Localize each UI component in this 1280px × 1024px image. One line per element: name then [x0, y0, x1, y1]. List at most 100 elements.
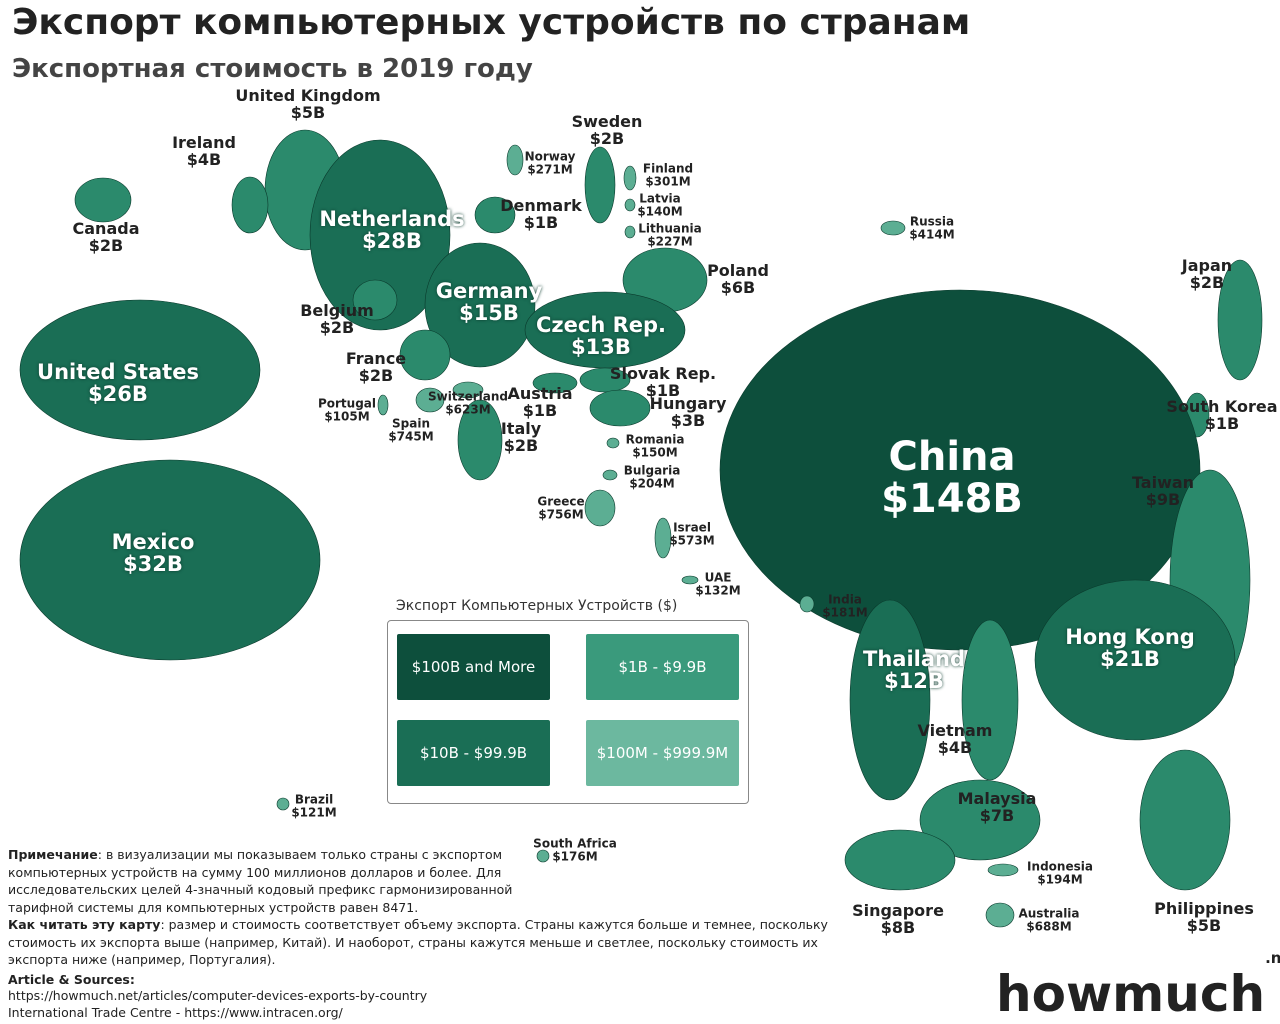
country-label: Russia $414M: [909, 215, 954, 240]
country-shape: [532, 372, 578, 394]
country-label: Switzerland $623M: [428, 390, 508, 415]
country-value: $21B: [1100, 647, 1160, 671]
country-value: $2B: [88, 236, 124, 255]
country-value: $181M: [822, 605, 868, 619]
country-label: Hungary $3B: [649, 394, 727, 430]
country-label: India $181M: [822, 593, 867, 618]
logo-suffix: .net: [1265, 949, 1280, 968]
country-name: Norway: [524, 149, 576, 164]
notes: Примечание: в визуализации мы показываем…: [8, 846, 848, 969]
country-value: $227M: [647, 234, 693, 248]
title: Экспорт компьютерных устройств по страна…: [12, 2, 971, 43]
country-shape: [452, 381, 484, 399]
country-shape: [74, 177, 132, 223]
country-label: Lithuania $227M: [638, 222, 701, 247]
country-name: Greece: [537, 494, 585, 509]
how-to-read-text: : размер и стоимость соответствует объем…: [8, 917, 828, 967]
country-name: United Kingdom: [235, 86, 381, 106]
country-label: Sweden $2B: [572, 113, 643, 148]
country-name: Germany: [435, 278, 543, 303]
note: Примечание: в визуализации мы показываем…: [8, 846, 568, 916]
country-value: $2B: [589, 129, 625, 148]
sources: Article & Sources: https://howmuch.net/a…: [8, 972, 427, 1021]
note-text: : в визуализации мы показываем только ст…: [8, 847, 513, 915]
country-name: Poland: [707, 261, 769, 281]
country-name: Austria: [507, 384, 573, 404]
country-name: Finland: [642, 161, 694, 176]
legend-title: Экспорт Компьютерных Устройств ($): [396, 598, 678, 614]
country-value: $5B: [1186, 916, 1222, 935]
country-label: Italy $2B: [501, 420, 541, 455]
country-shape: [961, 619, 1019, 781]
country-value: $4B: [186, 150, 222, 169]
country-label: Norway $271M: [525, 150, 576, 175]
subtitle: Экспортная стоимость в 2019 году: [12, 54, 533, 84]
country-value: $105M: [324, 409, 370, 423]
country-shape: [1139, 749, 1231, 891]
note-label: Примечание: [8, 847, 98, 862]
country-shape: [719, 289, 1201, 651]
country-label: Spain $745M: [388, 417, 433, 442]
country-value: $5B: [290, 103, 326, 122]
country-value: $28B: [362, 229, 422, 253]
country-name: Belgium: [300, 301, 374, 321]
country-value: $150M: [632, 445, 678, 459]
country-value: $26B: [88, 382, 148, 406]
country-label: China $148B: [881, 436, 1023, 520]
country-label: Indonesia $194M: [1027, 860, 1093, 885]
country-label: Vietnam $4B: [918, 722, 993, 757]
legend: $100B and More $1B - $9.9B $10B - $99.9B…: [387, 620, 749, 804]
country-value: $3B: [670, 411, 706, 430]
country-label: Israel $573M: [669, 521, 714, 546]
country-shape: [987, 863, 1019, 877]
country-shape: [844, 829, 956, 891]
country-label: Hong Kong $21B: [1065, 626, 1195, 670]
country-value: $121M: [291, 805, 337, 819]
country-shape: [276, 797, 290, 811]
country-shape: [1217, 259, 1263, 381]
country-value: $301M: [645, 174, 691, 188]
country-name: China: [888, 434, 1016, 480]
country-name: Netherlands: [319, 206, 465, 231]
country-name: India: [828, 592, 862, 607]
how-to-read: Как читать эту карту: размер и стоимость…: [8, 916, 848, 969]
country-label: Czech Rep. $13B: [536, 314, 666, 358]
country-label: Greece $756M: [537, 495, 584, 520]
country-shape: [579, 367, 631, 393]
country-shape: [231, 176, 269, 234]
country-name: Switzerland: [428, 389, 508, 404]
country-name: Malaysia: [957, 789, 1037, 809]
country-name: Canada: [72, 219, 140, 239]
sources-title: Article & Sources:: [8, 972, 135, 987]
country-shape: [536, 849, 550, 863]
country-value: $2B: [319, 318, 355, 337]
country-shape: [624, 198, 636, 212]
country-value: $148B: [881, 476, 1023, 522]
country-shape: [602, 469, 618, 481]
country-name: UAE: [704, 570, 732, 585]
country-value: $8B: [880, 918, 916, 937]
country-value: $132M: [695, 583, 741, 597]
country-name: Denmark: [500, 196, 582, 216]
country-value: $623M: [445, 402, 491, 416]
country-value: $4B: [937, 738, 973, 757]
country-label: Denmark $1B: [500, 196, 582, 232]
country-name: Spain: [392, 416, 430, 431]
country-name: Thailand: [863, 646, 965, 671]
country-value: $688M: [1026, 919, 1072, 933]
country-name: United States: [37, 359, 199, 384]
country-name: Hungary: [649, 394, 727, 414]
country-label: Malaysia $7B: [957, 789, 1037, 825]
country-name: Mexico: [111, 529, 195, 554]
country-name: Romania: [625, 432, 685, 447]
country-label: Singapore $8B: [852, 902, 944, 937]
country-label: UAE $132M: [695, 571, 740, 596]
country-label: France $2B: [346, 350, 406, 385]
country-shape: [19, 299, 261, 441]
country-label: Taiwan $9B: [1132, 474, 1194, 509]
country-shape: [506, 144, 524, 176]
country-shape: [589, 389, 651, 427]
country-shape: [849, 599, 931, 801]
